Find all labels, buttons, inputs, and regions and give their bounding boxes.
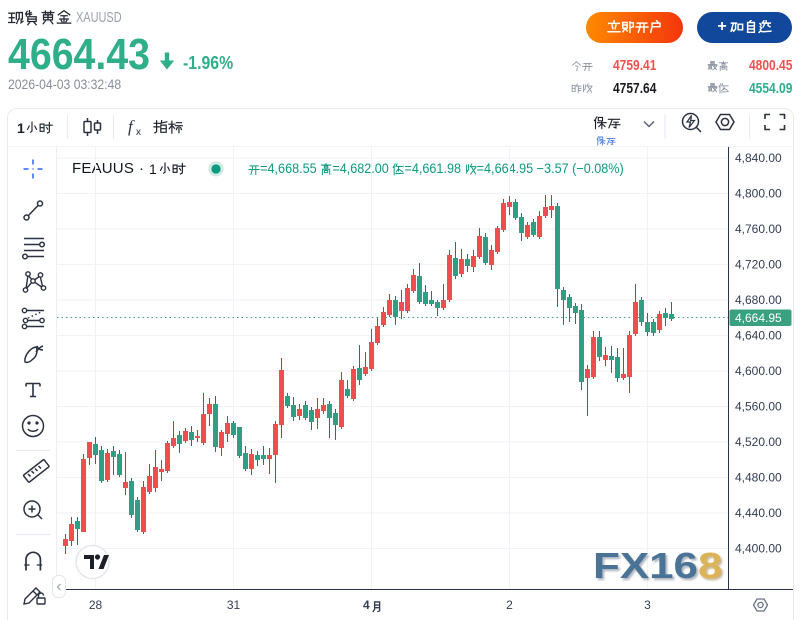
svg-text:4,664.95: 4,664.95 <box>735 311 782 325</box>
svg-text:4,840.00: 4,840.00 <box>735 151 782 165</box>
svg-text:31: 31 <box>227 598 241 612</box>
svg-text:3: 3 <box>644 598 651 612</box>
svg-text:4,520.00: 4,520.00 <box>735 435 782 449</box>
svg-text:4,640.00: 4,640.00 <box>735 329 782 343</box>
svg-text:4,720.00: 4,720.00 <box>735 258 782 272</box>
svg-text:4,760.00: 4,760.00 <box>735 222 782 236</box>
svg-text:4,400.00: 4,400.00 <box>735 542 782 556</box>
svg-text:4,680.00: 4,680.00 <box>735 293 782 307</box>
svg-text:2: 2 <box>506 598 513 612</box>
svg-text:4,800.00: 4,800.00 <box>735 187 782 201</box>
svg-text:4: 4 <box>363 598 370 612</box>
svg-text:28: 28 <box>89 598 103 612</box>
svg-text:4,480.00: 4,480.00 <box>735 471 782 485</box>
svg-text:4,600.00: 4,600.00 <box>735 364 782 378</box>
svg-text:x: x <box>136 127 141 138</box>
svg-text:4,440.00: 4,440.00 <box>735 506 782 520</box>
svg-text:4,560.00: 4,560.00 <box>735 400 782 414</box>
svg-text:f: f <box>128 117 135 136</box>
